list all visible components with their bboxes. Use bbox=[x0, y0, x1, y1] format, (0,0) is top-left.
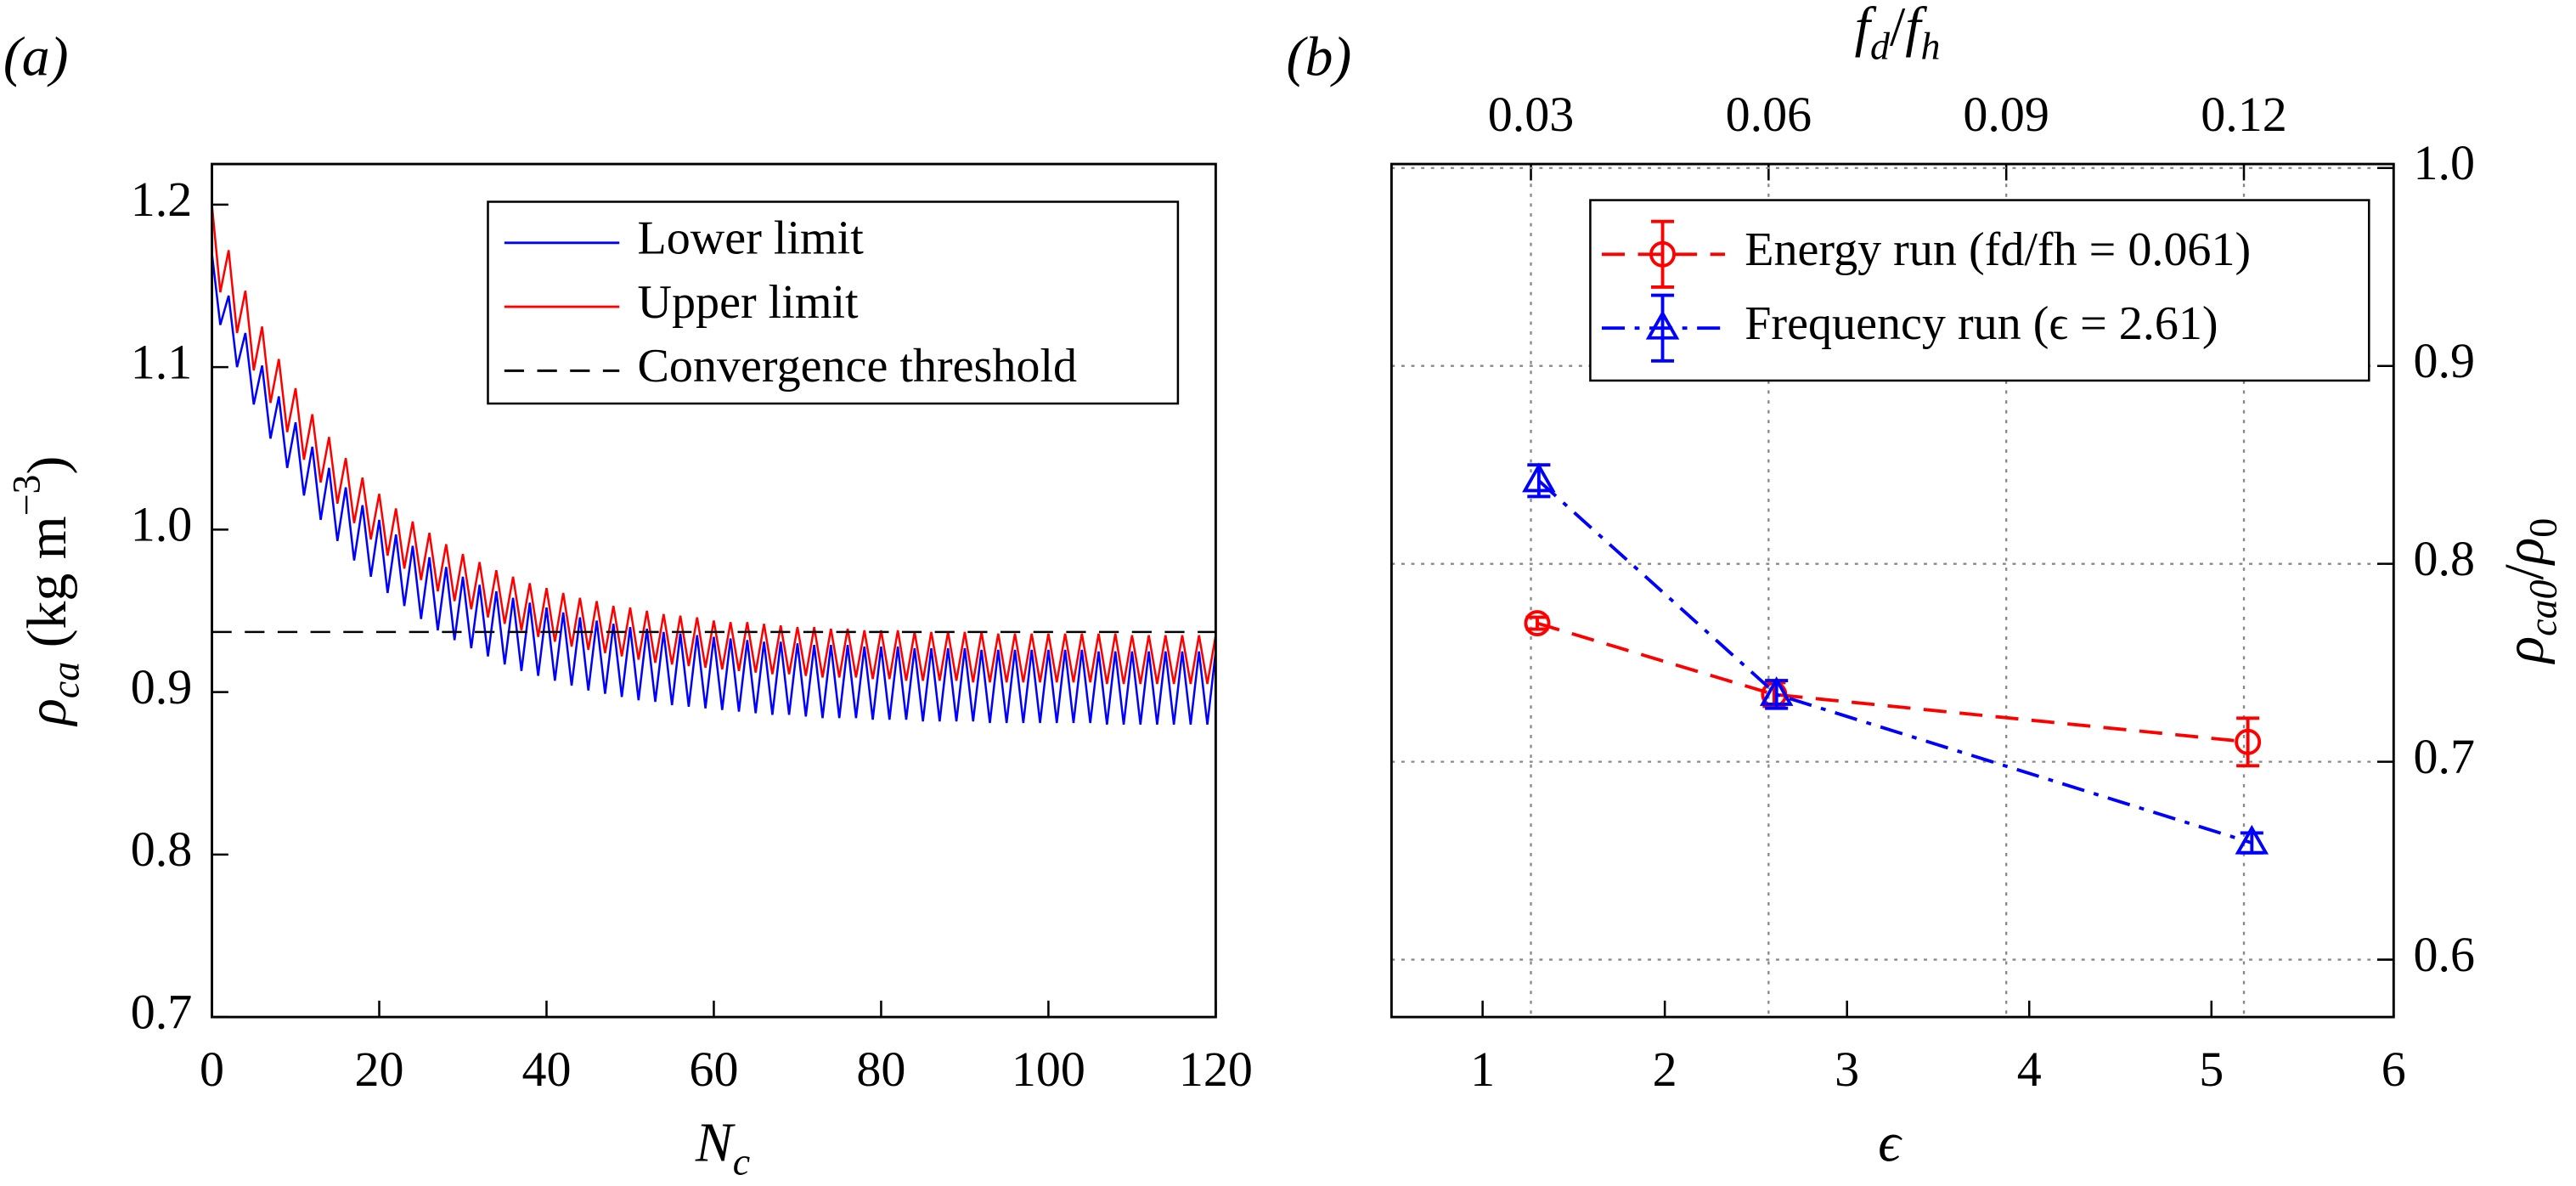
data-line bbox=[1537, 479, 2252, 844]
y-tick-label: 0.7 bbox=[131, 984, 193, 1039]
label-part: / bbox=[1890, 0, 1906, 59]
marker bbox=[1759, 676, 1794, 706]
legend-label: Energy run (fd/fh = 0.061) bbox=[1745, 223, 2251, 276]
marker bbox=[1649, 240, 1676, 268]
plot-frame bbox=[1389, 162, 2395, 1019]
y-tick-label: 1.0 bbox=[131, 497, 193, 552]
marker bbox=[1645, 309, 1680, 340]
plot-area bbox=[211, 204, 1216, 726]
panel-label: (a) bbox=[3, 25, 69, 88]
label-part: c bbox=[733, 1139, 750, 1183]
y-tick-label: 1.2 bbox=[131, 172, 193, 227]
marker bbox=[1524, 610, 1551, 636]
label-part: ρ bbox=[2494, 636, 2556, 665]
y-tick-label: 0.8 bbox=[131, 822, 193, 877]
y-tick-label: 0.9 bbox=[2414, 333, 2476, 388]
y-tick-label: 0.7 bbox=[2414, 729, 2476, 784]
marker bbox=[2235, 728, 2262, 755]
x-tick-label: 100 bbox=[1012, 1042, 1085, 1097]
x-tick-label: 120 bbox=[1179, 1042, 1253, 1097]
y-axis-label: ρca0/ρ0 bbox=[2494, 518, 2564, 665]
label-part: ca0 bbox=[2521, 580, 2564, 636]
label-part: ρ bbox=[16, 698, 78, 727]
x-axis-label: ϵ bbox=[1878, 1112, 1902, 1174]
panel-label: (b) bbox=[1287, 25, 1352, 88]
y-tick-label: 0.9 bbox=[131, 659, 193, 714]
x2-tick-label: 0.06 bbox=[1726, 87, 1812, 142]
x-tick-label: 20 bbox=[354, 1042, 403, 1097]
label-part: / bbox=[2494, 564, 2556, 580]
x-tick-label: 40 bbox=[521, 1042, 571, 1097]
data-line bbox=[211, 204, 1216, 685]
label-part: −3 bbox=[4, 474, 48, 516]
y-tick-label: 1.1 bbox=[131, 334, 193, 389]
x2-tick-label: 0.03 bbox=[1488, 87, 1575, 142]
label-part: N bbox=[695, 1112, 736, 1174]
y-axis-label: ρca (kg m−3) bbox=[4, 456, 87, 727]
label-part: ) bbox=[16, 456, 78, 475]
x-tick-label: 1 bbox=[1470, 1042, 1495, 1097]
error-bar bbox=[2236, 716, 2260, 768]
legend-label: Frequency run (ϵ = 2.61) bbox=[1745, 297, 2218, 350]
x-tick-label: 60 bbox=[689, 1042, 738, 1097]
error-bar bbox=[1525, 615, 1549, 631]
marker bbox=[2235, 824, 2269, 855]
data-line bbox=[1536, 621, 2248, 744]
legend-errorbar bbox=[1650, 293, 1675, 363]
label-part: d bbox=[1870, 24, 1891, 67]
label-part: 0 bbox=[2521, 518, 2564, 538]
y-tick-label: 0.6 bbox=[2414, 927, 2476, 982]
x-tick-label: 80 bbox=[856, 1042, 905, 1097]
x-tick-label: 5 bbox=[2199, 1042, 2224, 1097]
label-part: ρ bbox=[2494, 538, 2556, 567]
legend-label: Upper limit bbox=[638, 276, 860, 329]
x2-tick-label: 0.12 bbox=[2201, 87, 2287, 142]
x2-axis-label: fd/fh bbox=[1855, 0, 1941, 67]
y-tick-label: 1.0 bbox=[2414, 135, 2476, 190]
x2-tick-label: 0.09 bbox=[1963, 87, 2049, 142]
x-axis-label: Nc bbox=[695, 1112, 750, 1183]
legend-errorbar bbox=[1650, 219, 1675, 289]
legend-label: Convergence threshold bbox=[638, 340, 1078, 393]
marker bbox=[1522, 462, 1556, 493]
label-part: ϵ bbox=[1878, 1112, 1902, 1174]
label-part: ca bbox=[43, 662, 87, 698]
label-part: h bbox=[1921, 24, 1941, 67]
data-line bbox=[211, 253, 1216, 726]
x-tick-label: 4 bbox=[2017, 1042, 2042, 1097]
legend-box bbox=[1589, 199, 2370, 382]
label-part: (kg m bbox=[16, 516, 78, 661]
legend-label: Lower limit bbox=[638, 212, 865, 265]
x-tick-label: 3 bbox=[1835, 1042, 1859, 1097]
y-tick-label: 0.8 bbox=[2414, 531, 2476, 586]
x-tick-label: 6 bbox=[2382, 1042, 2406, 1097]
x-tick-label: 2 bbox=[1653, 1042, 1677, 1097]
x-tick-label: 0 bbox=[200, 1042, 224, 1097]
